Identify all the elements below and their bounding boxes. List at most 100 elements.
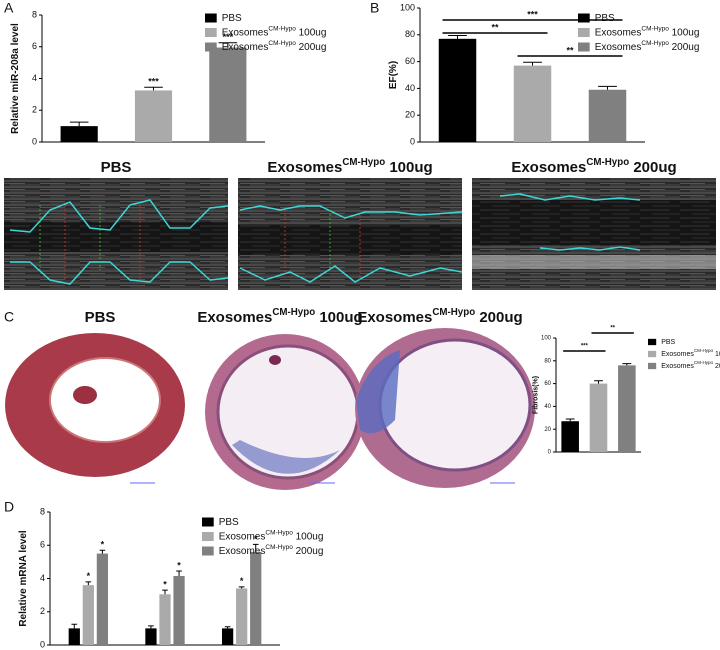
label-superscript: CM-Hypo [694, 348, 714, 353]
label-suffix: 200ug [672, 42, 700, 53]
significance-label: *** [148, 77, 159, 87]
y-tick-label: 2 [32, 105, 37, 115]
label-text: Exosomes [661, 363, 694, 370]
y-tick-label: 80 [544, 358, 551, 364]
legend-swatch [578, 13, 590, 23]
label-text: Exosomes [222, 27, 269, 38]
label-text: PBS [219, 517, 239, 528]
bar [82, 585, 94, 645]
label-superscript: CM-Hypo [586, 157, 629, 168]
y-tick-label: 100 [541, 336, 552, 342]
histology-image [355, 328, 535, 488]
legend-swatch [202, 532, 214, 541]
legend-swatch [578, 42, 590, 52]
y-tick-label: 20 [544, 427, 551, 433]
legend-swatch [205, 13, 217, 23]
error-bar [622, 363, 632, 366]
error-bar [523, 61, 542, 66]
y-tick-label: 40 [405, 83, 415, 93]
y-tick-label: 4 [32, 73, 37, 83]
error-bar [99, 549, 106, 554]
label-superscript: CM-Hypo [268, 25, 296, 32]
y-tick-label: 60 [405, 56, 415, 66]
legend-entry: PBS [219, 517, 239, 528]
legend-entry: PBS [595, 13, 615, 24]
histology-image [5, 333, 185, 484]
label-superscript: CM-Hypo [641, 40, 669, 47]
y-axis-label: Relative miR-208a level [10, 23, 21, 134]
significance-label: ** [566, 45, 574, 55]
label-text: PBS [661, 339, 675, 346]
error-bar [598, 85, 617, 90]
label-superscript: CM-Hypo [265, 529, 293, 536]
legend-swatch [202, 517, 214, 527]
label-suffix: 100ug [319, 309, 362, 326]
echo-image [472, 178, 716, 290]
y-tick-label: 6 [40, 540, 45, 550]
y-tick-label: 8 [40, 506, 45, 516]
y-tick-label: 60 [544, 381, 551, 387]
panel-letter: C [4, 309, 14, 325]
legend-entry: ExosomesCM-Hypo 100ug [661, 348, 720, 357]
error-bar [69, 121, 89, 127]
y-tick-label: 100 [400, 2, 415, 12]
label-text: Exosomes [267, 159, 342, 176]
label-suffix: 100ug [672, 27, 700, 38]
error-bar [71, 623, 78, 629]
bar [250, 551, 262, 645]
panel-letter: D [4, 499, 14, 515]
label-suffix: 100ug [296, 531, 324, 542]
legend-entry: ExosomesCM-Hypo 200ug [661, 360, 720, 369]
label-text: PBS [101, 159, 132, 176]
significance-label: * [177, 560, 181, 570]
y-tick-label: 40 [544, 404, 551, 410]
label-text: Exosomes [197, 309, 272, 326]
label-text: PBS [85, 309, 116, 326]
error-bar [224, 626, 231, 629]
error-bar [252, 543, 259, 552]
significance-label: * [101, 540, 105, 550]
echo-label: PBS [101, 159, 132, 176]
label-suffix: 200ug [715, 363, 720, 370]
legend-swatch [202, 546, 214, 556]
y-tick-label: 0 [40, 639, 45, 649]
legend-entry: ExosomesCM-Hypo 200ug [219, 544, 324, 557]
y-tick-label: 0 [410, 136, 415, 146]
significance-label: ** [610, 326, 615, 332]
legend-entry: PBS [661, 339, 675, 346]
error-bar [218, 42, 238, 48]
error-bar [176, 570, 182, 577]
label-superscript: CM-Hypo [342, 157, 385, 168]
bar [173, 576, 185, 645]
bar [618, 365, 636, 452]
y-tick-label: 8 [32, 9, 37, 19]
error-bar [594, 380, 603, 384]
significance-label: * [163, 580, 167, 590]
y-tick-label: 2 [40, 606, 45, 616]
bar [145, 628, 157, 645]
label-suffix: 100ug [715, 351, 720, 358]
error-bar [565, 418, 575, 422]
legend-entry: ExosomesCM-Hypo 100ug [595, 25, 700, 38]
panel-letter: B [370, 0, 379, 16]
label-text: Exosomes [511, 159, 586, 176]
significance-label: ** [491, 22, 499, 32]
y-tick-label: 4 [40, 573, 45, 583]
legend-swatch [205, 28, 217, 37]
label-suffix: 200ug [479, 309, 522, 326]
legend-entry: ExosomesCM-Hypo 200ug [595, 40, 700, 53]
error-bar [85, 581, 92, 586]
histology-label: ExosomesCM-Hypo 100ug [197, 307, 362, 326]
error-bar [162, 589, 168, 595]
y-axis-label: Relative mRNA level [18, 530, 29, 627]
label-suffix: 200ug [299, 42, 327, 53]
label-text: Exosomes [661, 351, 694, 358]
y-tick-label: 6 [32, 41, 37, 51]
error-bar [448, 34, 467, 39]
histology-image [205, 334, 365, 490]
legend-entry: PBS [222, 13, 242, 24]
bar [588, 89, 627, 142]
bar [96, 553, 109, 645]
label-text: PBS [222, 13, 242, 24]
significance-label: * [240, 576, 244, 586]
